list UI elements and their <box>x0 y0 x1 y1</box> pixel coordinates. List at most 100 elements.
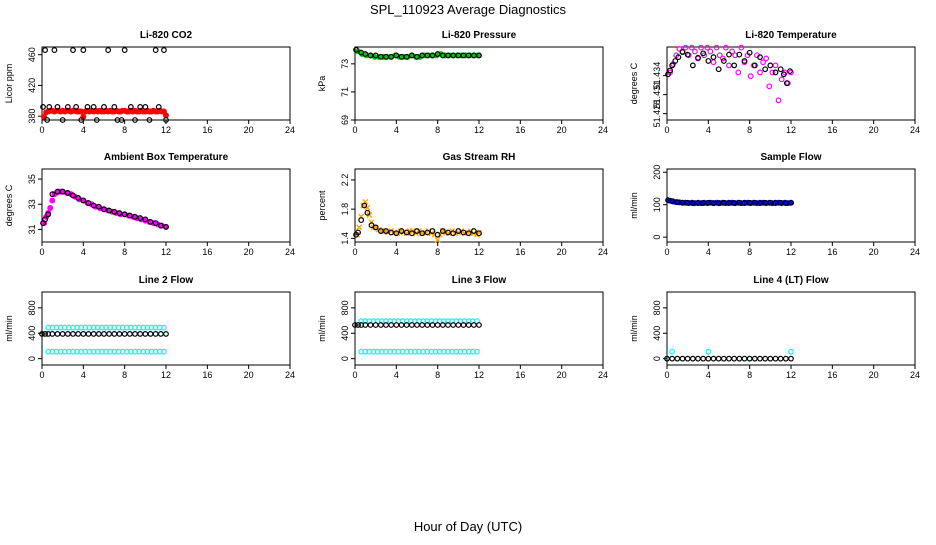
data-point <box>736 51 743 58</box>
data-point <box>157 330 164 337</box>
data-point <box>161 324 167 331</box>
series-3 <box>39 330 169 337</box>
data-point <box>704 44 711 51</box>
x-tick-label: 16 <box>202 247 212 257</box>
data-point <box>73 104 79 110</box>
data-point <box>669 355 676 362</box>
data-point <box>393 230 400 237</box>
plot-frame <box>354 291 604 366</box>
data-point <box>726 51 732 58</box>
data-point <box>414 53 420 60</box>
data-point <box>741 355 748 362</box>
data-point <box>434 51 441 57</box>
point-stroke <box>388 228 395 235</box>
data-point <box>762 355 769 362</box>
data-point <box>42 47 48 53</box>
data-point <box>434 322 441 328</box>
point-stroke <box>364 204 371 211</box>
y-tick-label: 400 <box>652 326 662 341</box>
x-tick-label: 12 <box>161 247 171 257</box>
data-point <box>775 97 782 104</box>
data-point <box>476 230 482 237</box>
data-point <box>42 216 48 223</box>
data-point <box>735 69 742 76</box>
x-tick-label: 4 <box>81 125 86 135</box>
data-point <box>127 104 134 110</box>
data-point <box>163 330 169 337</box>
data-point <box>700 355 707 362</box>
data-point <box>455 228 462 234</box>
data-point <box>474 348 480 355</box>
data-point <box>738 44 745 51</box>
data-point <box>388 53 395 60</box>
data-point <box>669 198 676 205</box>
x-tick-label: 20 <box>869 370 879 380</box>
data-point <box>720 355 727 362</box>
data-point <box>80 197 87 204</box>
y-tick-label: 71 <box>340 87 350 97</box>
y-tick-label: 0 <box>27 356 37 361</box>
series-3 <box>352 322 482 328</box>
x-tick-label: 20 <box>244 247 254 257</box>
x-axis-label: Hour of Day (UTC) <box>414 519 522 534</box>
x-tick-label: 8 <box>435 370 440 380</box>
data-point <box>766 83 773 90</box>
panel-5: Gas Stream RH 0 4 8 12 16 20 24 1.4 1.8 2.2 percent <box>317 152 608 257</box>
x-tick-label: 24 <box>910 247 920 257</box>
x-tick-label: 0 <box>664 125 669 135</box>
data-point <box>49 197 56 204</box>
y-axis-label: ml/min <box>629 192 639 219</box>
data-point <box>674 355 681 362</box>
data-point <box>788 69 794 76</box>
data-point <box>147 218 154 225</box>
y-tick-label: 51.434 <box>652 62 662 90</box>
data-point <box>85 200 92 206</box>
data-point <box>64 190 71 196</box>
data-point <box>157 222 164 229</box>
x-tick-label: 12 <box>786 370 796 380</box>
x-tick-label: 0 <box>664 247 669 257</box>
data-point <box>126 330 133 337</box>
data-point <box>356 224 363 231</box>
data-point <box>726 355 732 362</box>
data-point <box>132 213 138 220</box>
point-stroke <box>366 211 373 218</box>
data-point <box>403 229 410 236</box>
data-point <box>155 104 162 110</box>
y-tick-label: 400 <box>27 326 37 341</box>
y-tick-label: 420 <box>27 78 37 93</box>
data-point <box>137 330 144 337</box>
x-tick-label: 4 <box>394 370 399 380</box>
data-point <box>684 51 691 58</box>
data-point <box>101 330 107 337</box>
y-tick-label: 33 <box>27 199 37 209</box>
data-point <box>684 355 691 362</box>
data-point <box>689 62 696 69</box>
data-point <box>116 330 123 337</box>
series-1 <box>664 348 794 362</box>
data-point <box>121 47 128 53</box>
data-point <box>682 44 689 51</box>
data-point <box>42 330 48 337</box>
x-tick-label: 4 <box>706 247 711 257</box>
data-point <box>398 228 405 234</box>
panel-title: Line 2 Flow <box>139 275 194 286</box>
x-tick-label: 12 <box>161 370 171 380</box>
panel-title: Li-820 Temperature <box>745 30 837 41</box>
data-point <box>132 330 138 337</box>
panel-title: Line 3 Flow <box>452 275 507 286</box>
data-point <box>419 230 426 237</box>
x-tick-label: 4 <box>81 370 86 380</box>
data-point <box>90 202 97 209</box>
y-axis-label: kPa <box>317 76 327 92</box>
data-point <box>731 62 738 69</box>
x-tick-label: 0 <box>39 247 44 257</box>
plot-frame <box>41 168 291 243</box>
panel-title: Li-820 Pressure <box>442 30 517 41</box>
x-tick-label: 20 <box>557 370 567 380</box>
x-tick-label: 0 <box>39 370 44 380</box>
data-point <box>729 48 735 55</box>
x-tick-label: 16 <box>827 247 837 257</box>
data-point <box>111 330 118 337</box>
data-point <box>705 355 712 362</box>
